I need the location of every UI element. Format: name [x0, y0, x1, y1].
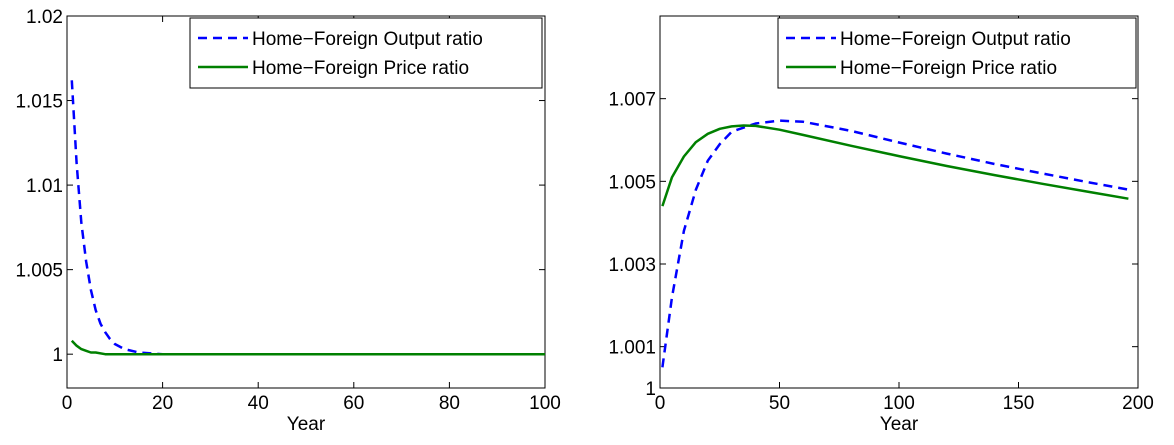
x-axis-label: Year — [287, 414, 326, 435]
y-tick-label: 1.003 — [608, 255, 656, 276]
series-line-price-ratio — [70, 339, 545, 356]
x-tick-label: 50 — [769, 393, 790, 414]
x-tick-label: 100 — [883, 393, 915, 414]
legend-label: Home−Foreign Output ratio — [252, 29, 483, 50]
x-tick-label: 0 — [655, 393, 666, 414]
legend-box — [777, 17, 1137, 89]
x-tick-label: 20 — [152, 393, 173, 414]
series-line-output-ratio — [70, 80, 545, 356]
x-axis-label: Year — [880, 414, 919, 435]
legend: Home−Foreign Output ratio Home−Foreign Pr… — [777, 17, 1137, 89]
y-tick-label: 1 — [52, 345, 63, 366]
y-tick-label: 1.007 — [608, 90, 656, 111]
y-tick-label: 1.015 — [15, 92, 63, 113]
series-line-output-ratio — [661, 119, 1129, 368]
series-line-price-ratio — [661, 124, 1129, 207]
legend-label: Home−Foreign Output ratio — [840, 29, 1071, 50]
x-tick-label: 150 — [1003, 393, 1035, 414]
x-tick-label: 200 — [1122, 393, 1154, 414]
legend-box — [189, 17, 543, 89]
y-tick-label: 1.005 — [15, 261, 63, 282]
x-tick-label: 80 — [439, 393, 460, 414]
y-tick-label: 1 — [645, 379, 656, 400]
y-tick-label: 1.001 — [608, 338, 656, 359]
x-tick-label: 60 — [343, 393, 364, 414]
x-tick-label: 40 — [248, 393, 269, 414]
x-tick-label: 0 — [62, 393, 73, 414]
left-plot: 0 20 40 60 80 100 1 1.005 1.01 1.015 1.02 Year Home−… — [15, 7, 560, 435]
right-plot: 0 50 100 150 200 1 1.001 1.003 1.005 1.007 Year Hom… — [608, 15, 1154, 435]
axes-box — [66, 15, 546, 389]
y-tick-label: 1.02 — [26, 7, 63, 28]
x-tick-label: 100 — [529, 393, 561, 414]
y-tick-label: 1.005 — [608, 172, 656, 193]
legend-label: Home−Foreign Price ratio — [252, 58, 469, 79]
legend-label: Home−Foreign Price ratio — [840, 58, 1057, 79]
legend: Home−Foreign Output ratio Home−Foreign Pr… — [189, 17, 543, 89]
y-tick-label: 1.01 — [26, 176, 63, 197]
